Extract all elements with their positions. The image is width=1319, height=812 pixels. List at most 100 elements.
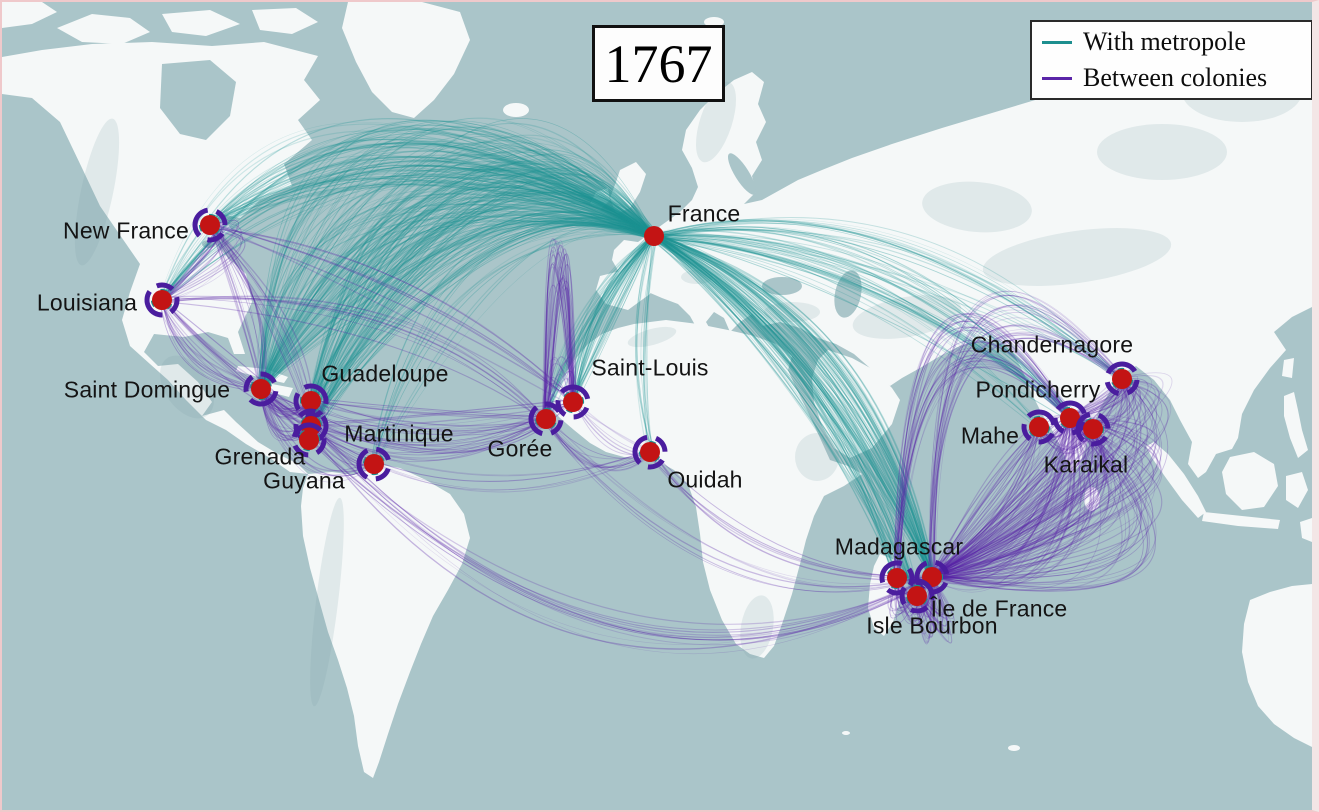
- arrow-ring-icon: [293, 383, 329, 419]
- landmass-ireland: [590, 188, 610, 210]
- location-marker-france: [644, 226, 664, 246]
- location-marker-grenada: [291, 422, 327, 458]
- arrow-ring-icon: [356, 446, 392, 482]
- label-mahe: Mahe: [960, 422, 1020, 449]
- landmass-greenland: [342, 2, 470, 118]
- landmass-south-america: [301, 464, 470, 778]
- landmass-arctic-islands: [2, 2, 57, 28]
- great-lake: [220, 236, 232, 244]
- label-new-france: New France: [63, 217, 189, 244]
- arrow-ring-icon: [1104, 361, 1140, 397]
- legend-row-colonies: Between colonies: [1042, 62, 1301, 94]
- dot-saint-domingue: [251, 379, 271, 399]
- legend-label-colonies: Between colonies: [1083, 63, 1268, 92]
- landmass-japan: [1304, 244, 1312, 268]
- landmass-iberia: [596, 266, 658, 310]
- dot-guadeloupe: [301, 391, 321, 411]
- dot-grenada: [299, 430, 319, 450]
- label-chandernagore: Chandernagore: [970, 331, 1134, 358]
- landmass-sri-lanka: [1084, 487, 1100, 511]
- arrow-ring-icon: [144, 282, 180, 318]
- label-madagascar: Madagascar: [834, 533, 964, 560]
- arrow-ring-icon: [632, 434, 668, 470]
- location-marker-saint-domingue: [243, 371, 279, 407]
- landmass-australia: [1242, 584, 1312, 747]
- legend-label-metropole: With metropole: [1083, 27, 1246, 56]
- landmass-new-guinea: [1300, 518, 1312, 542]
- landmass-eurasia: [612, 30, 1312, 478]
- hudson-bay: [160, 60, 236, 140]
- great-lake: [235, 244, 249, 252]
- location-marker-guyana: [356, 446, 392, 482]
- landmass-sulawesi: [1286, 472, 1308, 508]
- label-guadeloupe: Guadeloupe: [321, 360, 449, 387]
- baltic-sea: [727, 153, 757, 195]
- label-goree: Gorée: [487, 435, 553, 462]
- dot-pondicherry: [1060, 408, 1080, 428]
- label-saint-louis: Saint-Louis: [591, 354, 709, 381]
- legend-line-purple: [1042, 76, 1072, 80]
- black-sea: [762, 277, 802, 295]
- dot-madagascar: [887, 568, 907, 588]
- dot-mahe: [1029, 417, 1049, 437]
- landmass-svalbard: [704, 17, 724, 27]
- location-marker-saint-louis: [555, 384, 591, 420]
- dot-new-france: [200, 215, 220, 235]
- location-marker-louisiana: [144, 282, 180, 318]
- location-marker-madagascar: [879, 560, 915, 596]
- landmass-taiwan: [1282, 358, 1294, 378]
- label-grenada: Grenada: [214, 443, 306, 470]
- dot-chandernagore: [1112, 369, 1132, 389]
- location-marker-new-france: [192, 207, 228, 243]
- dot-saint-louis: [563, 392, 583, 412]
- arrow-ring-icon: [528, 401, 564, 437]
- arrow-ring-icon: [243, 371, 279, 407]
- arcs-with-metropole: [158, 117, 1126, 600]
- landmass-sumatra: [1146, 442, 1206, 518]
- dot-louisiana: [152, 290, 172, 310]
- arrow-ring-icon: [192, 207, 228, 243]
- location-marker-mahe: [1021, 409, 1057, 445]
- label-ile-de-france: Île de France: [930, 595, 1068, 622]
- arrow-ring-icon: [293, 408, 329, 444]
- arrow-ring-icon: [1075, 411, 1111, 447]
- landmass-hispaniola: [270, 384, 293, 397]
- label-guyana: Guyana: [263, 467, 345, 494]
- location-marker-goree: [528, 401, 564, 437]
- label-karaikal: Karaikal: [1043, 451, 1129, 478]
- dot-ouidah: [640, 442, 660, 462]
- landmass-small-island: [842, 731, 850, 735]
- landmass-java: [1202, 512, 1280, 529]
- landmass-arabia: [812, 350, 900, 458]
- location-marker-ouidah: [632, 434, 668, 470]
- label-france: France: [667, 200, 741, 227]
- label-isle-bourbon: Isle Bourbon: [866, 612, 998, 639]
- arrow-ring-icon: [1052, 400, 1088, 436]
- label-martinique: Martinique: [344, 420, 454, 447]
- landmass-arctic-islands: [252, 8, 318, 34]
- landmass-small-island: [1008, 745, 1020, 751]
- landmass-britain: [610, 162, 646, 214]
- location-marker-isle-bourbon: [899, 578, 935, 614]
- landmass-iceland: [503, 103, 529, 117]
- dot-guyana: [364, 454, 384, 474]
- dot-karaikal: [1083, 419, 1103, 439]
- dot-france: [644, 226, 664, 246]
- label-pondicherry: Pondicherry: [975, 376, 1101, 403]
- year-title-box: 1767: [592, 25, 725, 102]
- year-title: 1767: [604, 33, 713, 94]
- arrow-ring-icon: [1021, 409, 1057, 445]
- legend-line-teal: [1042, 40, 1072, 44]
- arrow-ring-icon: [914, 559, 950, 595]
- landmass-africa: [548, 320, 862, 658]
- dot-isle-bourbon: [907, 586, 927, 606]
- caspian-sea: [834, 270, 862, 318]
- arrow-ring-icon: [899, 578, 935, 614]
- landmass-arctic-islands: [57, 14, 150, 44]
- label-saint-domingue: Saint Domingue: [63, 376, 231, 403]
- label-louisiana: Louisiana: [36, 289, 138, 316]
- dot-goree: [536, 409, 556, 429]
- landmass-borneo: [1222, 452, 1278, 510]
